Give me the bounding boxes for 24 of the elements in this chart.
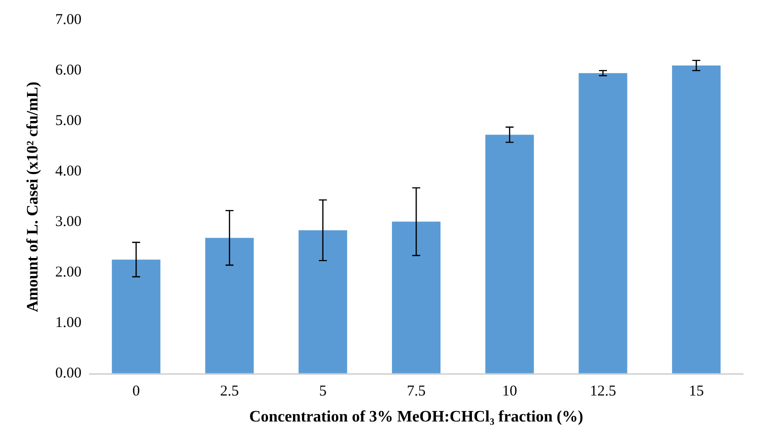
bar [578, 73, 628, 374]
bar [392, 222, 440, 374]
x-tick-label: 5 [319, 384, 327, 400]
bar [672, 65, 721, 374]
x-tick-label: 15 [688, 384, 704, 400]
x-tick-label: 12.5 [590, 384, 616, 400]
bar [485, 134, 534, 374]
y-tick-label: 2.00 [55, 264, 82, 281]
x-tick-label: 2.5 [220, 384, 239, 400]
y-tick-label: 0.00 [55, 366, 82, 382]
x-tick-label: 7.5 [406, 384, 426, 400]
y-tick-label: 3.00 [55, 214, 82, 230]
x-tick-label: 10 [502, 384, 518, 400]
bar [112, 260, 160, 374]
bar [205, 238, 254, 374]
y-tick-label: 6.00 [55, 62, 82, 78]
y-tick-label: 1.00 [55, 315, 82, 332]
x-tick-label: 0 [132, 384, 140, 400]
y-tick-label: 4.00 [55, 164, 82, 180]
y-tick-label: 7.00 [55, 12, 82, 28]
y-axis-title: Amount of L. Casei (x10² cfu/mL) [24, 82, 42, 312]
y-tick-label: 5.00 [55, 113, 82, 130]
x-axis-title: Concentration of 3% MeOH:CHCl₃ fraction (%) [249, 408, 584, 426]
bar [298, 230, 348, 374]
